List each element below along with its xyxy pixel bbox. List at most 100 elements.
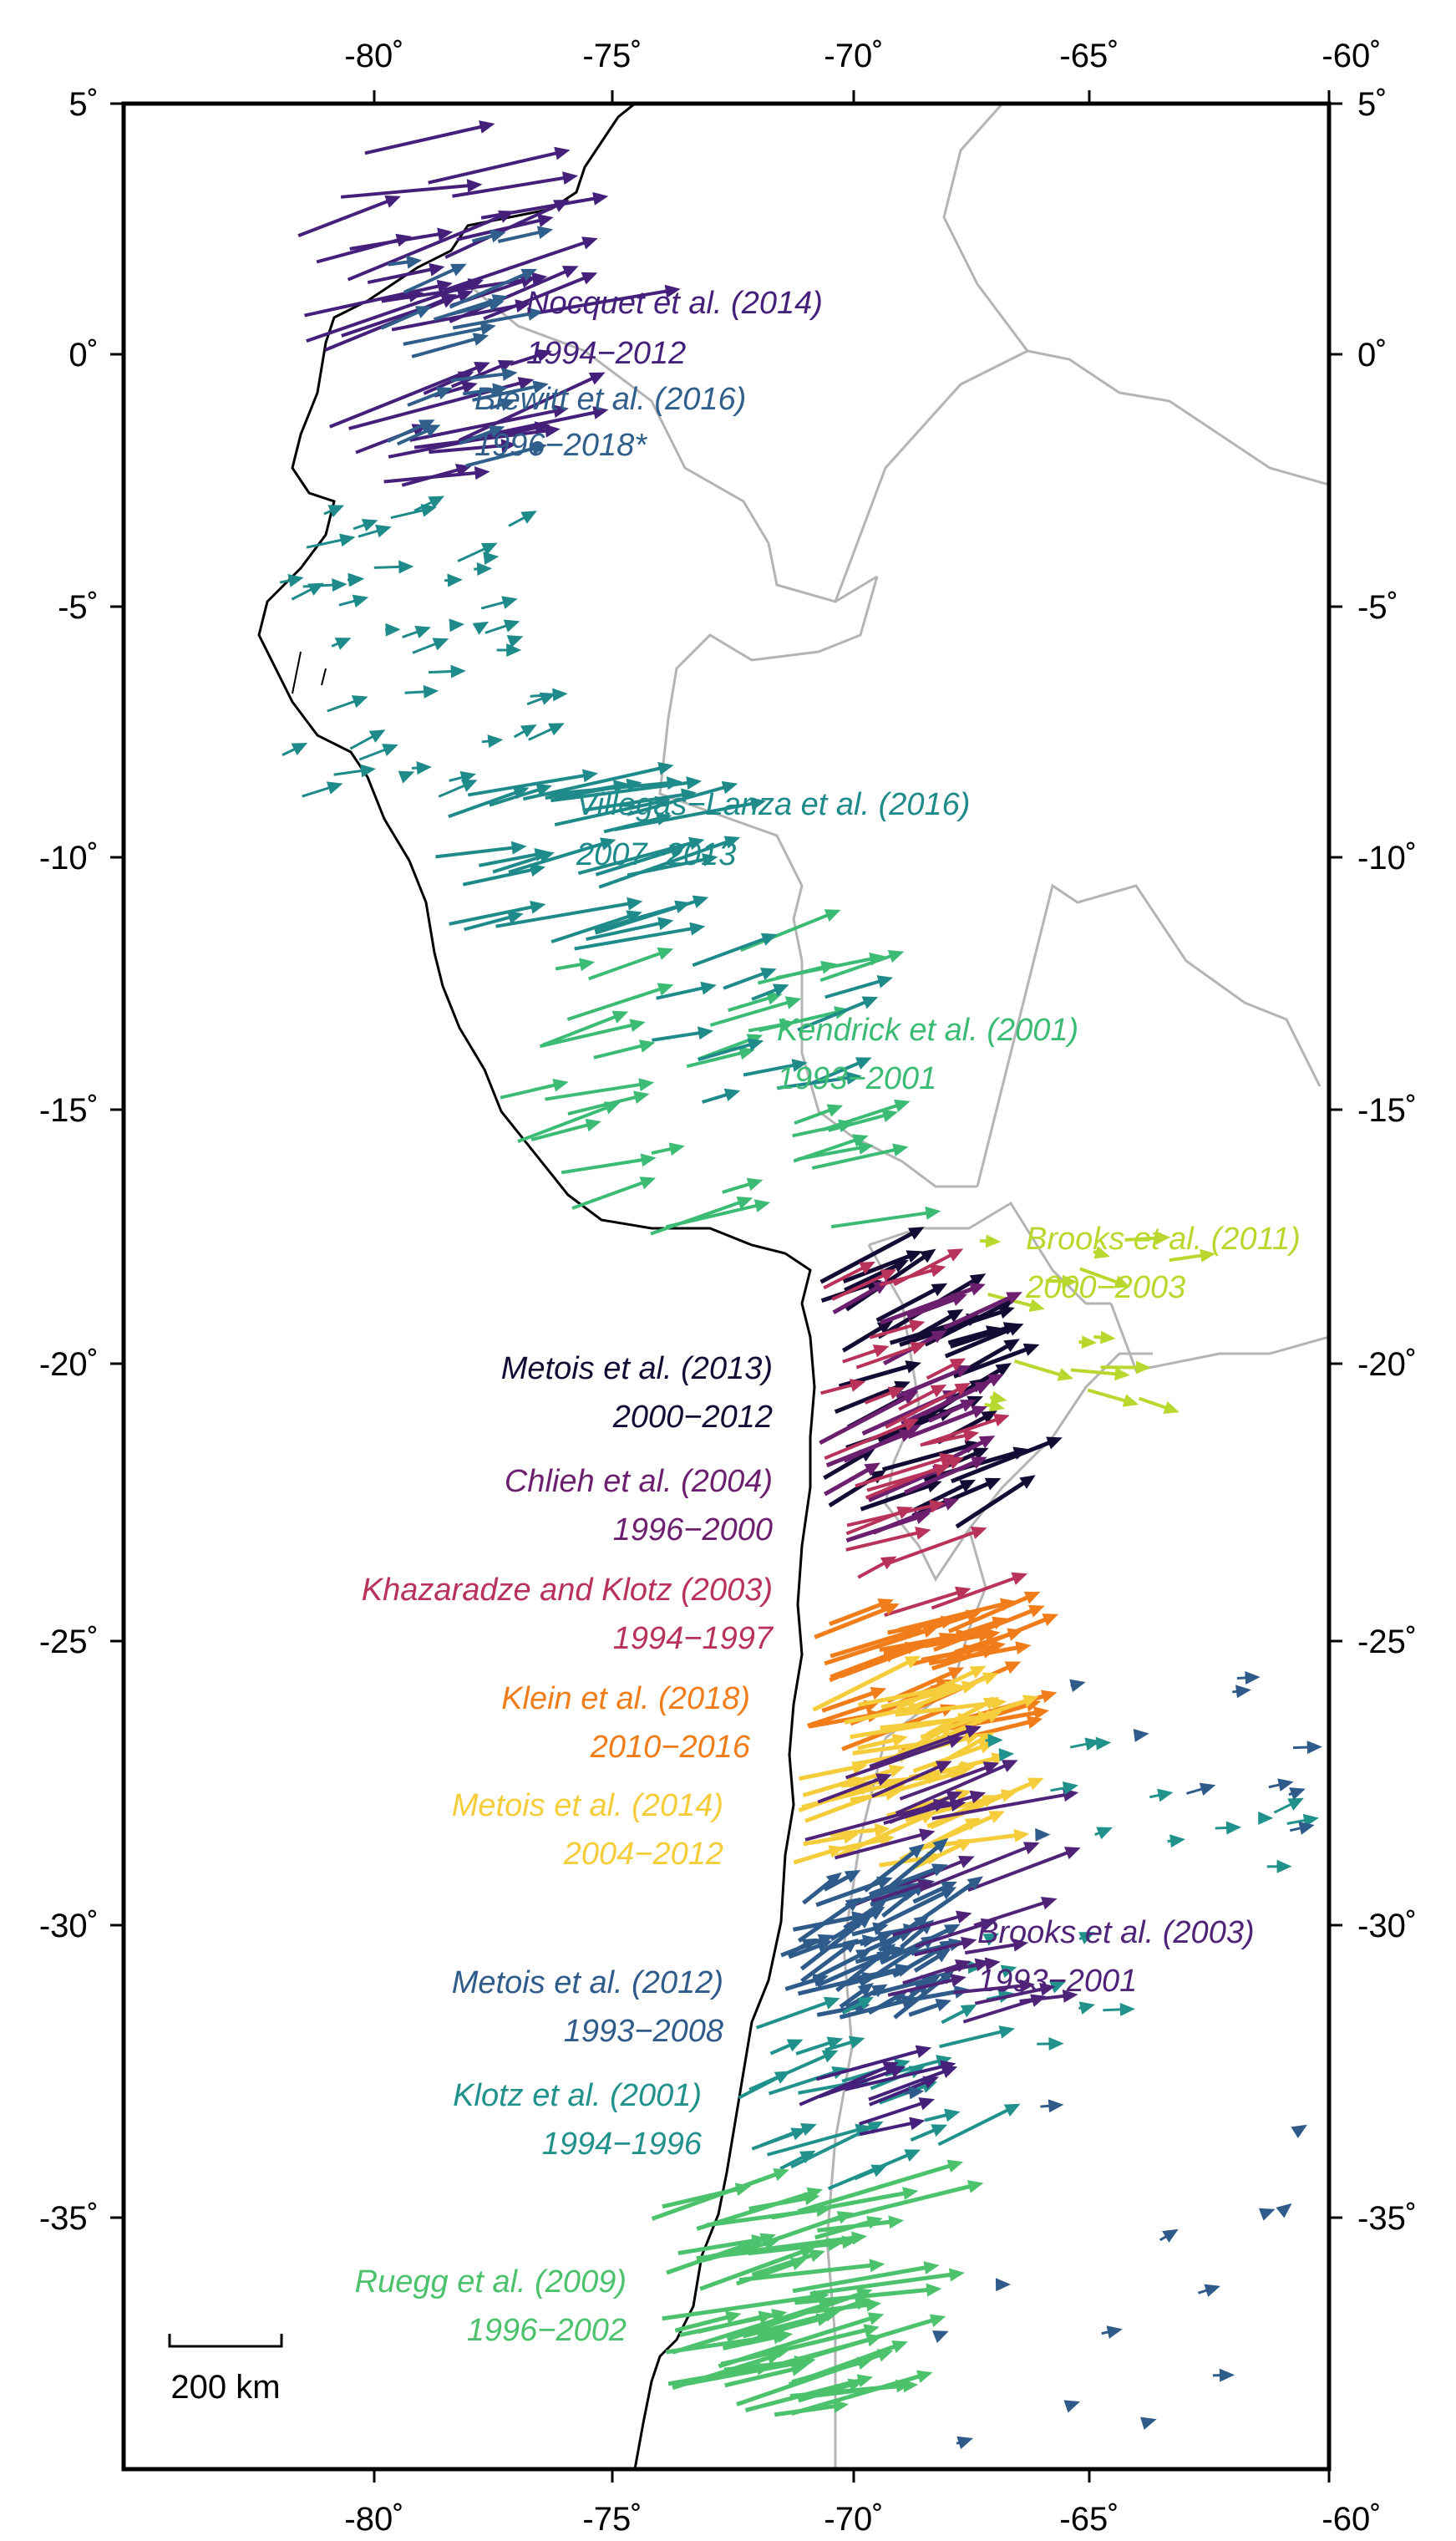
velocity-arrow	[884, 1837, 949, 1892]
velocity-arrow	[652, 1026, 714, 1042]
velocity-arrow	[762, 2211, 854, 2246]
velocity-arrow	[674, 2310, 742, 2333]
velocity-arrow	[895, 1365, 972, 1399]
velocity-arrow	[827, 2180, 984, 2223]
velocity-arrow	[819, 2065, 906, 2099]
lat-tick-left-0: 0˚	[68, 337, 99, 374]
velocity-arrow	[875, 1283, 948, 1323]
velocity-arrow	[916, 1842, 1040, 1893]
dataset-label-metois2014: Metois et al. (2014)	[452, 1788, 723, 1823]
velocity-arrow	[413, 495, 445, 512]
velocity-arrow	[829, 1598, 895, 1627]
velocity-arrow	[953, 1979, 1036, 1995]
velocity-arrow	[1100, 1360, 1151, 1375]
velocity-arrow	[555, 958, 596, 972]
velocity-arrow	[457, 542, 498, 562]
velocity-arrow	[1266, 1859, 1292, 1873]
dataset-period-khazaradze: 1994−1997	[613, 1621, 774, 1656]
velocity-arrow	[916, 1798, 966, 1813]
lat-tick-right-5: 5˚	[1357, 86, 1388, 123]
velocity-arrow	[388, 255, 423, 269]
velocity-arrow	[495, 897, 643, 928]
velocity-arrow	[483, 551, 500, 566]
velocity-arrow	[323, 505, 345, 518]
velocity-arrow	[331, 638, 352, 650]
velocity-arrow	[481, 734, 504, 748]
velocity-arrow	[985, 1733, 1003, 1747]
lat-tick-left-m35: -35˚	[39, 2200, 99, 2237]
velocity-arrow	[812, 1655, 921, 1712]
velocity-arrow	[876, 1887, 957, 1929]
velocity-arrow	[899, 1305, 1015, 1347]
velocity-arrow	[842, 1344, 890, 1364]
velocity-arrow	[358, 744, 398, 761]
velocity-arrow	[709, 996, 802, 1027]
velocity-arrow	[898, 1384, 947, 1411]
velocity-arrow	[385, 623, 401, 637]
velocity-arrow	[1040, 2099, 1064, 2113]
velocity-arrow	[927, 1400, 977, 1423]
velocity-arrow	[908, 1876, 983, 1930]
lat-tick-left-m20: -20˚	[39, 1346, 99, 1383]
velocity-arrow	[1169, 1248, 1216, 1263]
velocity-arrow	[530, 688, 568, 702]
velocity-arrow	[302, 578, 348, 592]
velocity-arrow	[821, 1099, 911, 1132]
lon-tick-bottom-75: -75˚	[582, 2501, 642, 2538]
velocity-arrow	[510, 348, 552, 366]
velocity-arrow	[1276, 2203, 1292, 2218]
velocity-arrow	[845, 1527, 931, 1552]
velocity-arrow	[821, 1687, 887, 1713]
velocity-arrow	[887, 1974, 966, 1997]
velocity-arrow	[951, 1436, 1063, 1484]
velocity-arrow	[924, 2108, 961, 2122]
velocity-arrow	[329, 361, 490, 429]
velocity-arrow	[412, 638, 449, 654]
dataset-period-nocquet: 1994−2012	[526, 336, 686, 371]
velocity-arrow	[306, 278, 484, 343]
velocity-arrow	[452, 171, 579, 198]
velocity-arrow	[1037, 2036, 1064, 2051]
velocity-arrow	[411, 761, 432, 775]
velocity-arrow	[711, 2231, 868, 2259]
velocity-arrow	[802, 1872, 842, 1905]
dataset-period-klein: 2010−2016	[590, 1730, 751, 1765]
velocity-arrow	[995, 2278, 1012, 2292]
velocity-arrow	[467, 769, 599, 797]
velocity-arrow	[904, 2086, 925, 2100]
lat-tick-left-m30: -30˚	[39, 1908, 99, 1944]
velocity-arrow	[895, 1696, 1007, 1717]
velocity-arrow	[854, 2164, 888, 2181]
velocity-arrow	[823, 1869, 861, 1892]
velocity-arrow	[539, 1019, 646, 1049]
velocity-arrow	[1291, 2124, 1307, 2139]
dataset-period-ruegg: 1996−2002	[467, 2313, 627, 2348]
velocity-arrow	[1069, 1737, 1101, 1751]
velocity-arrow	[871, 1761, 952, 1798]
velocity-arrow	[479, 848, 550, 867]
lon-tick-bottom-80: -80˚	[344, 2501, 403, 2538]
velocity-arrow	[1149, 1788, 1174, 1802]
lat-tick-right-m25: -25˚	[1357, 1624, 1417, 1660]
velocity-arrow	[912, 1479, 977, 1512]
tick-marks	[110, 90, 1342, 2483]
velocity-arrow	[571, 1176, 657, 1210]
velocity-arrow	[381, 289, 424, 303]
velocity-arrow	[914, 1936, 977, 1957]
velocity-arrow	[462, 863, 546, 887]
velocity-arrow	[353, 518, 378, 532]
velocity-arrow	[989, 1390, 1007, 1405]
velocity-arrow	[865, 1456, 965, 1500]
velocity-arrow	[870, 1879, 934, 1903]
velocity-arrow	[506, 635, 524, 648]
velocity-arrow	[672, 2356, 816, 2389]
velocity-arrow	[812, 1949, 872, 1981]
velocity-arrow	[1236, 1670, 1261, 1685]
lon-tick-top-75: -75˚	[582, 38, 642, 74]
velocity-arrow	[928, 1641, 1032, 1666]
velocity-arrow	[864, 1386, 905, 1405]
velocity-arrow	[793, 1134, 869, 1163]
velocity-arrow	[769, 2039, 804, 2056]
velocity-arrow	[444, 573, 463, 587]
velocity-arrow	[830, 1206, 941, 1229]
